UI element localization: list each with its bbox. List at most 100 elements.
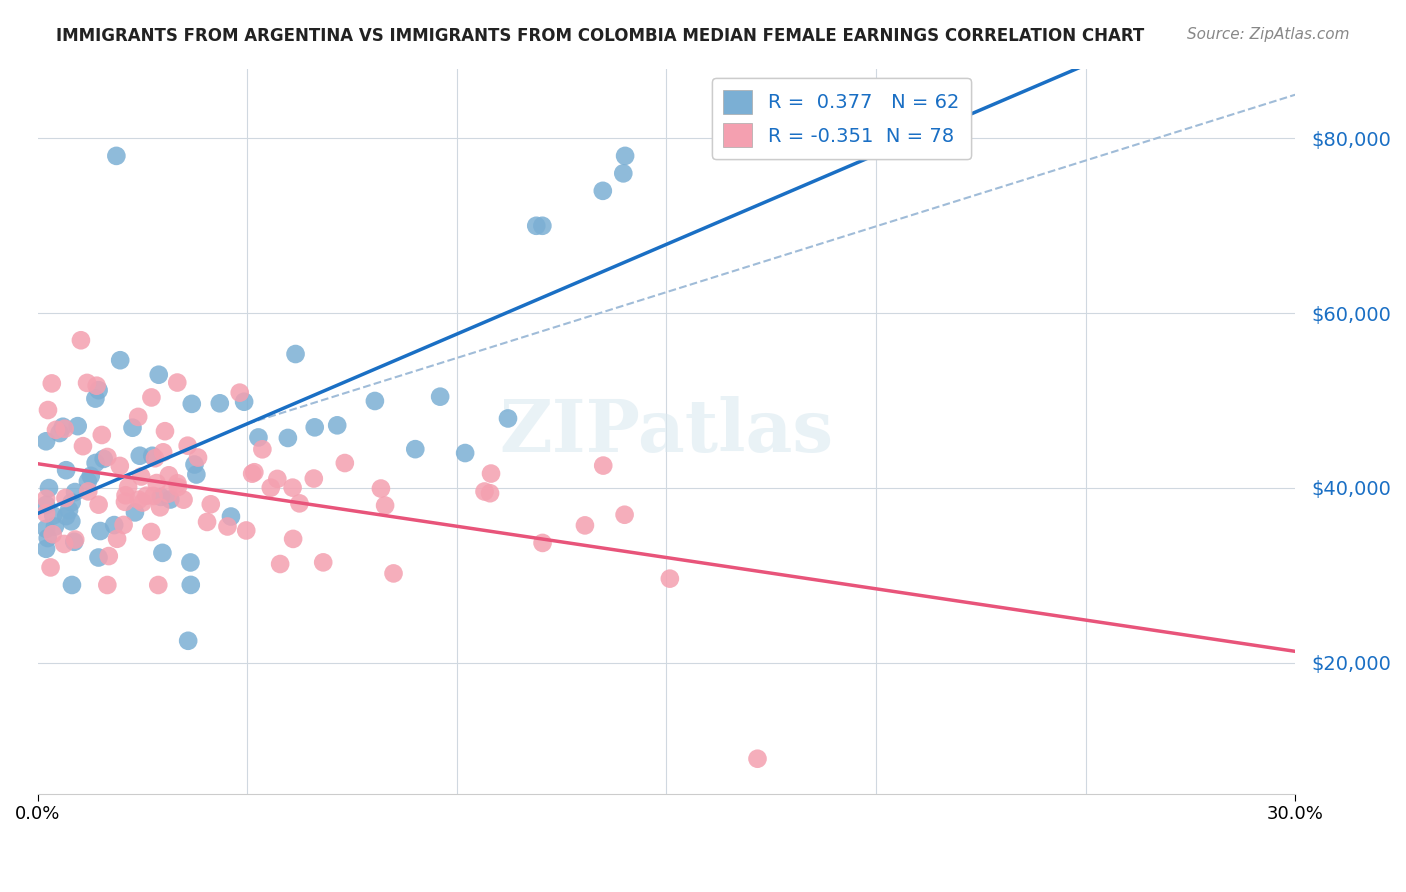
Immigrants from Argentina [284,347,307,361]
Immigrants from Colombia [65,533,87,547]
Immigrants from Colombia [312,555,335,569]
Immigrants from Argentina [141,449,163,463]
Immigrants from Colombia [166,480,188,494]
Immigrants from Argentina [60,578,83,592]
Immigrants from Argentina [179,556,201,570]
Immigrants from Argentina [180,397,202,411]
Immigrants from Argentina [148,368,170,382]
Immigrants from Colombia [72,439,94,453]
Immigrants from Colombia [266,472,288,486]
Immigrants from Argentina [233,394,256,409]
Immigrants from Colombia [200,497,222,511]
Immigrants from Colombia [658,572,681,586]
Immigrants from Colombia [243,465,266,479]
Immigrants from Colombia [166,476,188,491]
Immigrants from Colombia [86,378,108,392]
Immigrants from Argentina [121,421,143,435]
Immigrants from Colombia [76,376,98,390]
Immigrants from Colombia [143,451,166,466]
Immigrants from Argentina [364,394,387,409]
Immigrants from Colombia [252,442,274,457]
Immigrants from Argentina [208,396,231,410]
Immigrants from Colombia [37,403,59,417]
Immigrants from Colombia [105,532,128,546]
Immigrants from Argentina [38,481,60,495]
Immigrants from Colombia [229,385,252,400]
Immigrants from Argentina [58,503,80,517]
Immigrants from Colombia [108,458,131,473]
Immigrants from Argentina [128,449,150,463]
Text: ZIPatlas: ZIPatlas [499,395,834,467]
Immigrants from Colombia [77,484,100,499]
Immigrants from Colombia [142,489,165,503]
Immigrants from Colombia [114,495,136,509]
Immigrants from Colombia [39,560,62,574]
Immigrants from Colombia [157,468,180,483]
Immigrants from Colombia [152,445,174,459]
Immigrants from Argentina [84,392,107,406]
Immigrants from Colombia [96,578,118,592]
Immigrants from Colombia [141,524,163,539]
Immigrants from Colombia [281,532,304,546]
Immigrants from Colombia [87,498,110,512]
Immigrants from Colombia [479,467,502,481]
Immigrants from Argentina [531,219,554,233]
Immigrants from Colombia [269,557,291,571]
Immigrants from Argentina [87,383,110,397]
Immigrants from Argentina [93,451,115,466]
Immigrants from Colombia [53,422,76,436]
Immigrants from Colombia [747,752,769,766]
Immigrants from Colombia [153,424,176,438]
Immigrants from Colombia [45,423,67,437]
Immigrants from Argentina [183,458,205,472]
Immigrants from Colombia [35,491,58,506]
Immigrants from Argentina [277,431,299,445]
Immigrants from Argentina [35,541,58,556]
Immigrants from Argentina [77,475,100,489]
Immigrants from Colombia [574,518,596,533]
Text: Source: ZipAtlas.com: Source: ZipAtlas.com [1187,27,1350,42]
Immigrants from Argentina [186,467,208,482]
Immigrants from Colombia [260,481,283,495]
Immigrants from Colombia [97,549,120,563]
Immigrants from Argentina [52,419,75,434]
Immigrants from Colombia [374,499,396,513]
Immigrants from Colombia [166,376,188,390]
Immigrants from Argentina [89,524,111,538]
Immigrants from Argentina [35,522,58,536]
Immigrants from Argentina [152,546,174,560]
Immigrants from Colombia [173,492,195,507]
Immigrants from Argentina [429,390,451,404]
Immigrants from Argentina [60,514,83,528]
Legend: R =  0.377   N = 62, R = -0.351  N = 78: R = 0.377 N = 62, R = -0.351 N = 78 [711,78,972,159]
Immigrants from Argentina [35,434,58,449]
Immigrants from Colombia [288,496,311,510]
Immigrants from Argentina [304,420,326,434]
Immigrants from Colombia [333,456,356,470]
Immigrants from Argentina [63,485,86,500]
Immigrants from Colombia [112,517,135,532]
Immigrants from Colombia [382,566,405,581]
Immigrants from Colombia [217,519,239,533]
Immigrants from Argentina [84,456,107,470]
Immigrants from Colombia [613,508,636,522]
Immigrants from Colombia [114,488,136,502]
Immigrants from Colombia [70,333,93,347]
Immigrants from Colombia [148,578,170,592]
Immigrants from Colombia [195,515,218,529]
Immigrants from Colombia [41,376,63,391]
Immigrants from Argentina [108,353,131,368]
Immigrants from Argentina [614,149,637,163]
Immigrants from Colombia [592,458,614,473]
Immigrants from Colombia [53,537,76,551]
Immigrants from Argentina [524,219,547,233]
Immigrants from Argentina [37,531,59,545]
Immigrants from Colombia [117,480,139,494]
Immigrants from Colombia [531,536,554,550]
Immigrants from Argentina [180,578,202,592]
Immigrants from Colombia [96,450,118,464]
Immigrants from Argentina [60,495,83,509]
Immigrants from Colombia [131,495,153,509]
Immigrants from Colombia [129,469,152,483]
Immigrants from Argentina [454,446,477,460]
